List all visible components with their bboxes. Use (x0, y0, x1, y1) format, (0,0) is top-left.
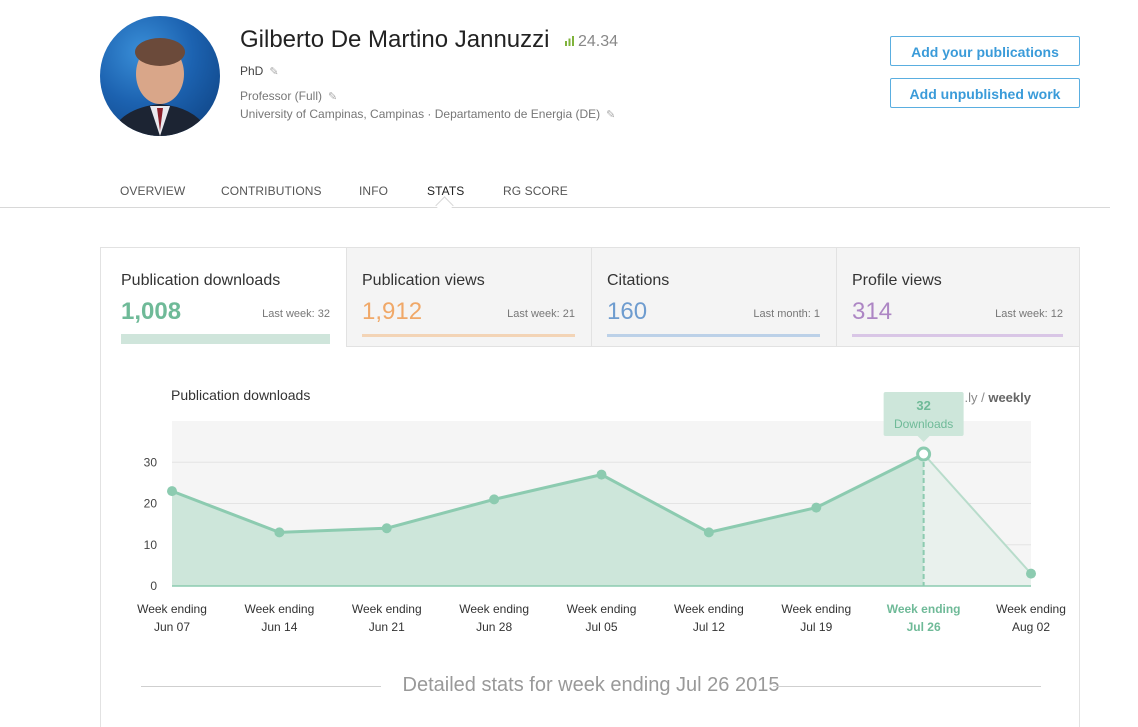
stat-tab-label: Profile views (852, 272, 942, 289)
stat-tab-label: Publication downloads (121, 272, 281, 289)
x-tick-label-line1: Week ending (887, 602, 961, 616)
stat-tab-value: 160 (607, 298, 648, 325)
y-tick-label: 30 (144, 455, 158, 469)
data-point-highlight (916, 446, 932, 462)
x-tick-label-line2: Jun 14 (261, 620, 297, 634)
stat-tab-downloads[interactable]: Publication downloads 1,008 Last week: 3… (100, 247, 347, 348)
period-toggle-prefix[interactable]: ...ly / (957, 390, 985, 405)
rg-score[interactable]: 24.34 (565, 33, 618, 51)
edit-institution-pencil-icon[interactable]: ✎ (606, 108, 616, 121)
tooltip-label: Downloads (894, 417, 953, 431)
stat-tab-last: Last week: 12 (995, 308, 1063, 320)
data-point (1026, 568, 1036, 579)
avatar[interactable] (100, 16, 220, 136)
stat-tab-value: 314 (852, 298, 893, 325)
y-tick-label: 20 (144, 497, 158, 511)
position: Professor (Full) (240, 89, 323, 103)
profile-tabs: OVERVIEW CONTRIBUTIONS INFO STATS RG SCO… (0, 175, 1110, 215)
stats-area: Publication downloads 1,008 Last week: 3… (100, 247, 1080, 727)
x-tick-label-line1: Week ending (459, 602, 529, 616)
stat-tab-underline (362, 334, 575, 337)
area-fill (172, 454, 924, 586)
profile-name: Gilberto De Martino Jannuzzi (240, 26, 550, 53)
stat-tab-last: Last month: 1 (753, 308, 820, 320)
stat-tab-last: Last week: 21 (507, 308, 575, 320)
stat-tabs: Publication downloads 1,008 Last week: 3… (100, 247, 1080, 348)
chart-panel: Publication downloads ...ly / weekly 0 10… (100, 347, 1080, 727)
edit-degree-pencil-icon[interactable]: ✎ (269, 65, 279, 78)
bar-chart-icon (565, 33, 574, 51)
y-tick-label: 0 (150, 579, 157, 593)
x-tick-label-line1: Week ending (567, 602, 637, 616)
x-tick-label-line1: Week ending (996, 602, 1066, 616)
position-line: Professor (Full) ✎ (240, 89, 337, 103)
stat-tab-label: Citations (607, 272, 670, 289)
data-point (381, 523, 392, 534)
active-tab-caret (435, 196, 454, 215)
stat-tab-profile-views[interactable]: Profile views 314 Last week: 12 (836, 247, 1080, 347)
period-toggle[interactable]: ...ly / weekly (957, 390, 1031, 405)
stat-tab-last: Last week: 32 (262, 308, 330, 320)
tab-contributions[interactable]: CONTRIBUTIONS (221, 184, 322, 198)
x-tick-label-line2: Aug 02 (1012, 620, 1050, 634)
tooltip-value: 32 (916, 398, 930, 413)
data-point (703, 527, 714, 538)
x-tick-label-line1: Week ending (137, 602, 207, 616)
data-point (167, 486, 177, 497)
x-tick-label-line2: Jul 05 (585, 620, 617, 634)
add-publications-button[interactable]: Add your publications (890, 36, 1080, 66)
stat-tab-underline (607, 334, 820, 337)
x-tick-label-line2: Jun 28 (476, 620, 512, 634)
tooltip-box (883, 392, 964, 436)
rg-score-value: 24.34 (578, 33, 619, 50)
x-tick-label-line1: Week ending (352, 602, 422, 616)
chart-title: Publication downloads (171, 387, 311, 403)
detail-title: Detailed stats for week ending Jul 26 20… (402, 674, 780, 696)
x-tick-label-line2: Jun 07 (154, 620, 190, 634)
add-unpublished-work-button[interactable]: Add unpublished work (890, 78, 1080, 108)
x-tick-label-line1: Week ending (674, 602, 744, 616)
degree: PhD (240, 64, 264, 78)
x-tick-label-line1: Week ending (781, 602, 851, 616)
data-point (596, 469, 607, 480)
stat-tab-underline (852, 334, 1063, 337)
x-tick-label-line2: Jul 12 (693, 620, 725, 634)
x-tick-label-line2: Jul 26 (907, 620, 941, 634)
institution-line: University of Campinas, Campinas · Depar… (240, 107, 615, 121)
x-tick-label-line1: Week ending (244, 602, 314, 616)
detail-divider-left (141, 686, 381, 687)
stat-tab-value: 1,008 (121, 298, 182, 325)
stat-tab-label: Publication views (362, 272, 485, 289)
stat-tab-citations[interactable]: Citations 160 Last month: 1 (591, 247, 837, 347)
stat-tab-views[interactable]: Publication views 1,912 Last week: 21 (346, 247, 592, 347)
tab-overview[interactable]: OVERVIEW (120, 184, 186, 198)
x-tick-label-line2: Jul 19 (800, 620, 832, 634)
period-weekly-option[interactable]: weekly (988, 390, 1031, 405)
data-point (811, 502, 822, 513)
y-tick-label: 10 (144, 538, 158, 552)
x-tick-label-line2: Jun 21 (369, 620, 405, 634)
tab-rg-score[interactable]: RG SCORE (503, 184, 568, 198)
data-point (274, 527, 285, 538)
degree-line: PhD ✎ (240, 64, 279, 78)
downloads-chart: 0 10 20 30 Week ending Jun 07 Week ending Jun 1… (137, 392, 1066, 634)
edit-position-pencil-icon[interactable]: ✎ (328, 90, 338, 103)
stat-tab-value: 1,912 (362, 298, 423, 325)
tooltip-pointer (917, 436, 930, 442)
detail-divider-right (773, 686, 1041, 687)
tab-info[interactable]: INFO (359, 184, 389, 198)
tab-stats[interactable]: STATS (427, 184, 465, 198)
series-line-future (922, 453, 1032, 575)
stat-tab-underline (121, 334, 330, 344)
institution: University of Campinas, Campinas · Depar… (240, 107, 601, 121)
data-point (489, 494, 500, 505)
area-fill-future (923, 454, 1031, 586)
series-line (171, 452, 925, 534)
